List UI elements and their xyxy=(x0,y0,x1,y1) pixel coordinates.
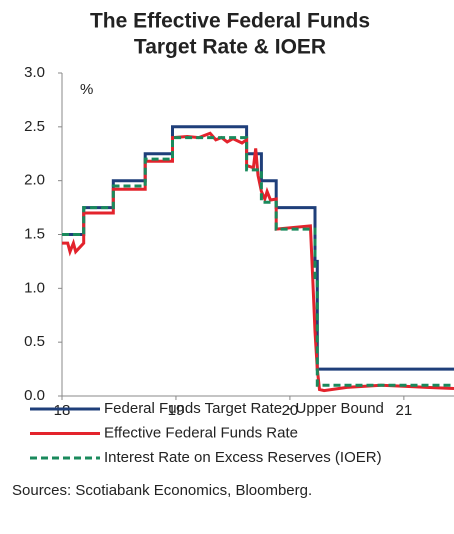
y-tick-label: 3.0 xyxy=(24,64,45,81)
x-tick-label: 20 xyxy=(282,402,299,419)
source: Sources: Scotiabank Economics, Bloomberg… xyxy=(12,482,312,499)
legend-label: Effective Federal Funds Rate xyxy=(104,424,298,441)
y-tick-label: 1.0 xyxy=(24,279,45,296)
series-line xyxy=(62,131,454,393)
y-unit: % xyxy=(80,81,93,98)
y-tick-label: 0.0 xyxy=(24,387,45,404)
y-tick-label: 0.5 xyxy=(24,333,45,350)
x-tick-label: 19 xyxy=(168,402,185,419)
y-tick-label: 2.0 xyxy=(24,172,45,189)
y-tick-label: 2.5 xyxy=(24,118,45,135)
y-tick-label: 1.5 xyxy=(24,225,45,242)
legend-label: Federal Funds Target Rate - Upper Bound xyxy=(104,400,384,417)
series-line xyxy=(62,136,454,387)
chart-title: Target Rate & IOER xyxy=(134,36,326,59)
legend-label: Interest Rate on Excess Reserves (IOER) xyxy=(104,449,382,466)
chart-title: The Effective Federal Funds xyxy=(90,10,370,33)
x-tick-label: 21 xyxy=(396,402,413,419)
